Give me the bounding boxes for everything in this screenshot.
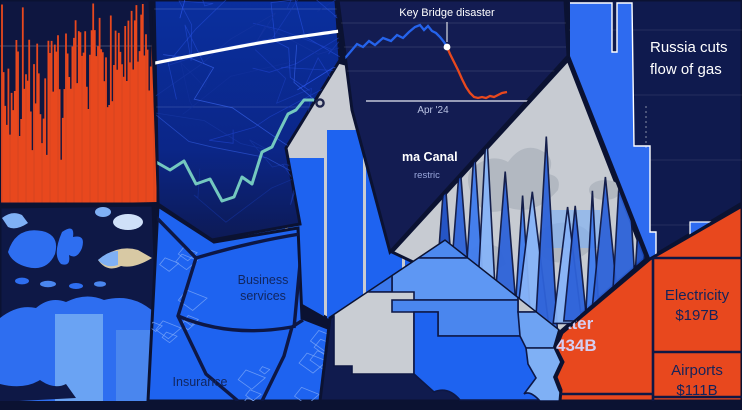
headline-line-1: Russia cuts bbox=[650, 39, 728, 56]
infrastructure-treemap-panel: ater 434B Electricity $197B Airports $11… bbox=[554, 204, 742, 403]
volume-spike-panel bbox=[0, 0, 159, 207]
annotation-point-marker bbox=[443, 43, 451, 51]
spaghetti-chart-panel bbox=[152, 0, 342, 242]
annotation-label: Key Bridge disaster bbox=[399, 7, 495, 19]
median-line bbox=[154, 29, 340, 66]
island bbox=[94, 281, 106, 287]
headline-line-2: flow of gas bbox=[650, 61, 722, 78]
island bbox=[40, 280, 56, 288]
key-bridge-panel: Apr '24 Key Bridge disaster ma Canal res… bbox=[336, 0, 570, 256]
line-series-pre-disaster bbox=[338, 23, 448, 67]
x-axis-tick-label: Apr '24 bbox=[417, 105, 449, 116]
treemap-cell-borders bbox=[556, 256, 742, 401]
electricity-cell-value: $197B bbox=[675, 307, 718, 324]
oceania-map-panel bbox=[0, 203, 162, 403]
treemap-label-business-services-2: services bbox=[240, 289, 286, 303]
state-louisiana bbox=[523, 347, 563, 401]
airports-cell-value: $111B bbox=[676, 382, 717, 399]
treemap-label-insurance: Insurance bbox=[173, 375, 228, 389]
island-newguinea-west bbox=[98, 251, 118, 267]
airports-cell-label: Airports bbox=[671, 362, 723, 379]
gridlines bbox=[340, 22, 566, 72]
treemap-label-business-services-1: Business bbox=[238, 273, 289, 287]
wedge-subtitle-fragment: restric bbox=[414, 170, 440, 181]
island-sulawesi bbox=[56, 228, 83, 265]
water-cell-value-fragment: 434B bbox=[556, 336, 597, 355]
island bbox=[2, 213, 28, 229]
line-series-post-disaster bbox=[445, 46, 508, 100]
teal-path-endpoint-ring bbox=[315, 98, 325, 108]
electricity-cell-label: Electricity bbox=[665, 287, 730, 304]
teal-path-line bbox=[155, 98, 314, 203]
island bbox=[95, 207, 111, 217]
coast-shadow bbox=[0, 380, 76, 401]
treemap-cell-borders bbox=[153, 214, 305, 401]
island bbox=[113, 214, 143, 230]
island-borneo bbox=[8, 230, 57, 269]
island bbox=[15, 277, 29, 285]
gas-flow-outline bbox=[570, 2, 657, 258]
wedge-title-fragment: ma Canal bbox=[402, 150, 458, 164]
island bbox=[69, 283, 83, 289]
